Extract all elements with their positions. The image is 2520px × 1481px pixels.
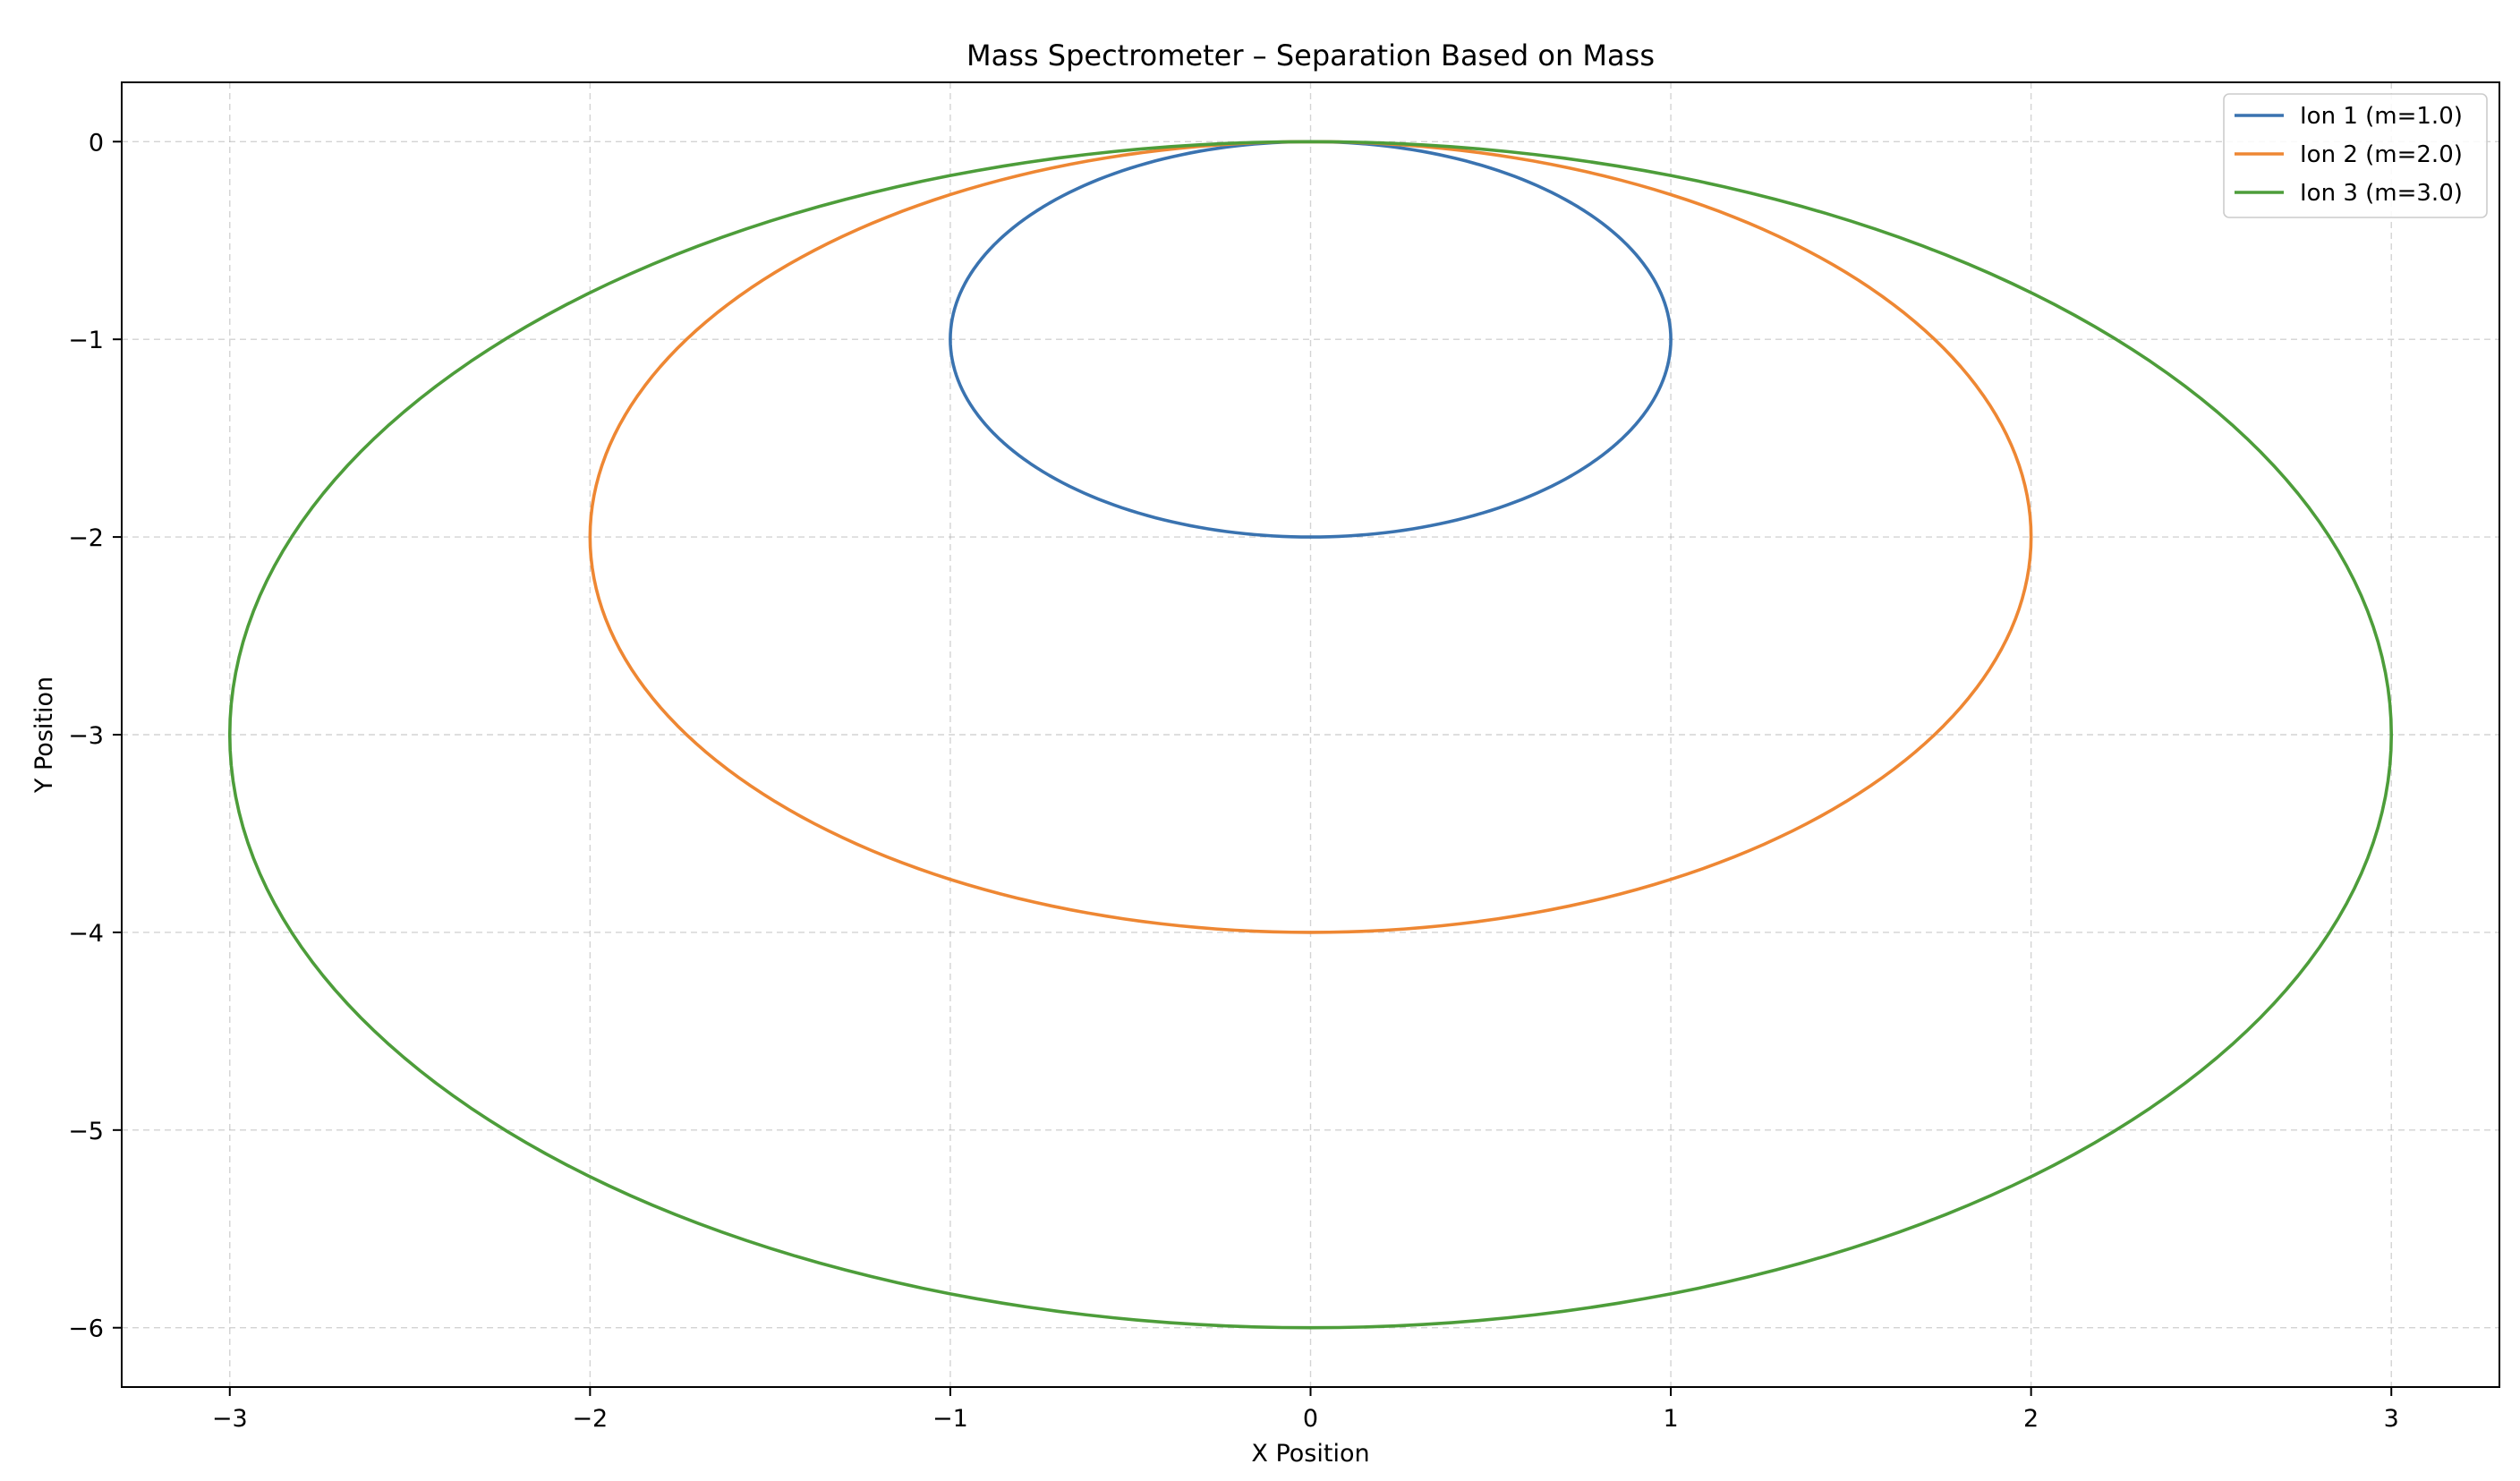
series-line-ion-3 [227,140,2394,1330]
y-tick-label: −4 [68,920,104,948]
legend: Ion 1 (m=1.0) Ion 2 (m=2.0) Ion 3 (m=3.0) [2223,93,2488,218]
y-tick-label: 0 [89,129,104,157]
y-tick-label: −1 [68,327,104,354]
legend-label-ion-1: Ion 1 (m=1.0) [2300,103,2463,130]
y-tick-label: −5 [68,1118,104,1145]
x-tick-label: −3 [212,1405,248,1433]
y-tick-label: −2 [68,524,104,552]
grid-lines [122,82,2499,1387]
legend-label-ion-3: Ion 3 (m=3.0) [2300,180,2463,207]
x-axis-title: X Position [1251,1440,1369,1468]
y-tick-label: −6 [68,1315,104,1343]
series-line-ion-1 [949,140,1673,539]
x-tick-label: −2 [572,1405,608,1433]
series-line-ion-2 [588,140,2033,934]
series-lines [227,140,2394,1330]
x-tick-label: −1 [932,1405,968,1433]
legend-label-ion-2: Ion 2 (m=2.0) [2300,141,2463,168]
y-axis-title: Y Position [30,677,58,794]
y-tick-label: −3 [68,722,104,750]
axis-ticks: −3 −2 −1 0 1 2 3 0 −1 −2 −3 −4 −5 −6 [68,129,2399,1433]
x-tick-label: 0 [1303,1405,1318,1433]
x-tick-label: 2 [2023,1405,2039,1433]
chart-title: Mass Spectrometer – Separation Based on … [966,38,1655,72]
x-tick-label: 1 [1663,1405,1678,1433]
legend-box [2223,93,2488,218]
x-tick-label: 3 [2384,1405,2399,1433]
